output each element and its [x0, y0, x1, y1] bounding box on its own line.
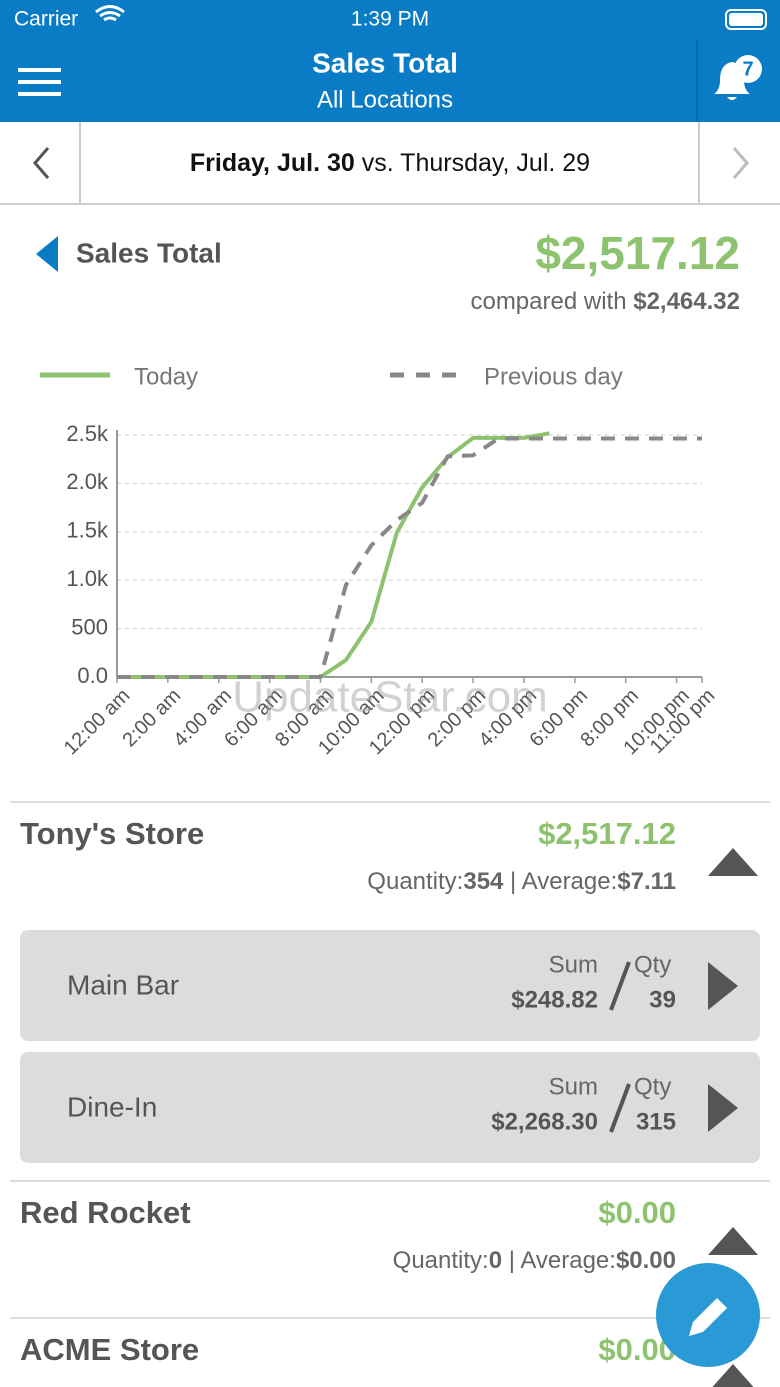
qty: 315: [636, 1108, 676, 1135]
prev-day-button[interactable]: [33, 147, 50, 179]
store-row[interactable]: ACME Store $0.00: [20, 1332, 758, 1387]
separator: |: [502, 1247, 520, 1274]
y-tick-label: 0.0: [77, 663, 108, 688]
y-tick-label: 1.0k: [66, 566, 109, 591]
y-tick-label: 2.0k: [66, 469, 109, 494]
menu-button[interactable]: [18, 68, 61, 96]
collapse-icon: [708, 1227, 758, 1255]
store-row[interactable]: Tony's Store $2,517.12 Quantity:354 | Aver…: [20, 816, 758, 895]
location-name: Main Bar: [67, 969, 179, 1000]
compared: compared with $2,464.32: [470, 288, 740, 315]
menu-bar: [18, 80, 61, 84]
location-name: Dine-In: [67, 1091, 157, 1122]
date-range: Friday, Jul. 30 vs. Thursday, Jul. 29: [190, 149, 590, 177]
y-tick-label: 500: [71, 614, 108, 639]
quantity: 0: [489, 1247, 502, 1274]
slash: [609, 1083, 631, 1133]
store-total: $0.00: [598, 1195, 676, 1230]
series-line: [117, 431, 550, 679]
card-bg: [20, 1052, 760, 1163]
qty-label: Qty: [634, 951, 671, 978]
back-button[interactable]: [36, 236, 58, 272]
y-tick-label: 1.5k: [66, 518, 109, 543]
average: $7.11: [617, 868, 676, 895]
store-name: Red Rocket: [20, 1195, 191, 1230]
sum: $248.82: [511, 986, 598, 1013]
badge: [734, 55, 762, 83]
compare-date: vs. Thursday, Jul. 29: [362, 149, 590, 177]
time: 1:39 PM: [351, 8, 429, 31]
collapse-icon: [712, 1364, 754, 1387]
y-tick-label: 2.5k: [66, 421, 109, 446]
header-subtitle: All Locations: [317, 86, 453, 113]
battery-level: [729, 13, 763, 26]
next-day-button[interactable]: [732, 147, 749, 179]
location-card[interactable]: Main Bar Sum $248.82 Qty 39: [20, 930, 760, 1041]
quantity-label: Quantity:: [367, 868, 463, 895]
menu-bar: [18, 92, 61, 96]
compared-value: $2,464.32: [633, 288, 740, 315]
badge-count: 7: [742, 58, 753, 80]
average: $0.00: [616, 1247, 676, 1274]
header-title: Sales Total: [312, 47, 458, 78]
collapse-icon: [708, 848, 758, 876]
card-bg: [20, 930, 760, 1041]
pencil-icon: [689, 1298, 727, 1336]
series-line: [117, 436, 702, 679]
menu-bar: [18, 68, 61, 72]
store-name: Tony's Store: [20, 816, 204, 851]
watermark: UpdateStar.com: [232, 673, 548, 722]
x-tick-label: 12:00 am: [60, 685, 135, 760]
store-total: $2,517.12: [538, 816, 676, 851]
carrier: Carrier: [14, 8, 78, 31]
notifications-button[interactable]: 7: [714, 55, 762, 100]
summary-total: $2,517.12: [535, 227, 740, 279]
compared-label: compared with: [470, 288, 626, 315]
location-card[interactable]: Dine-In Sum $2,268.30 Qty 315: [20, 1052, 760, 1163]
average-label: Average:: [522, 868, 618, 895]
date: Friday, Jul. 30: [190, 149, 355, 177]
battery: [725, 9, 767, 30]
quantity-label: Quantity:: [393, 1247, 489, 1274]
qty: 39: [649, 986, 676, 1013]
date-bar: [0, 122, 780, 205]
separator: |: [503, 868, 521, 895]
quantity: 354: [463, 868, 504, 895]
legend-label: Previous day: [484, 363, 623, 390]
wifi-icon: [95, 5, 125, 22]
slash: [609, 961, 631, 1011]
store-name: ACME Store: [20, 1332, 199, 1367]
sum-label: Sum: [549, 951, 598, 978]
open-icon: [708, 1084, 738, 1132]
open-icon: [708, 962, 738, 1010]
summary-title: Sales Total: [76, 237, 222, 268]
legend-label: Today: [134, 363, 198, 390]
average-label: Average:: [520, 1247, 616, 1274]
edit-button[interactable]: [656, 1263, 760, 1367]
store-stats: Quantity:354 | Average:$7.11: [367, 868, 676, 895]
header-bg: [0, 0, 780, 122]
sum-label: Sum: [549, 1073, 598, 1100]
qty-label: Qty: [634, 1073, 671, 1100]
store-stats: Quantity:0 | Average:$0.00: [393, 1247, 676, 1274]
sum: $2,268.30: [491, 1108, 598, 1135]
